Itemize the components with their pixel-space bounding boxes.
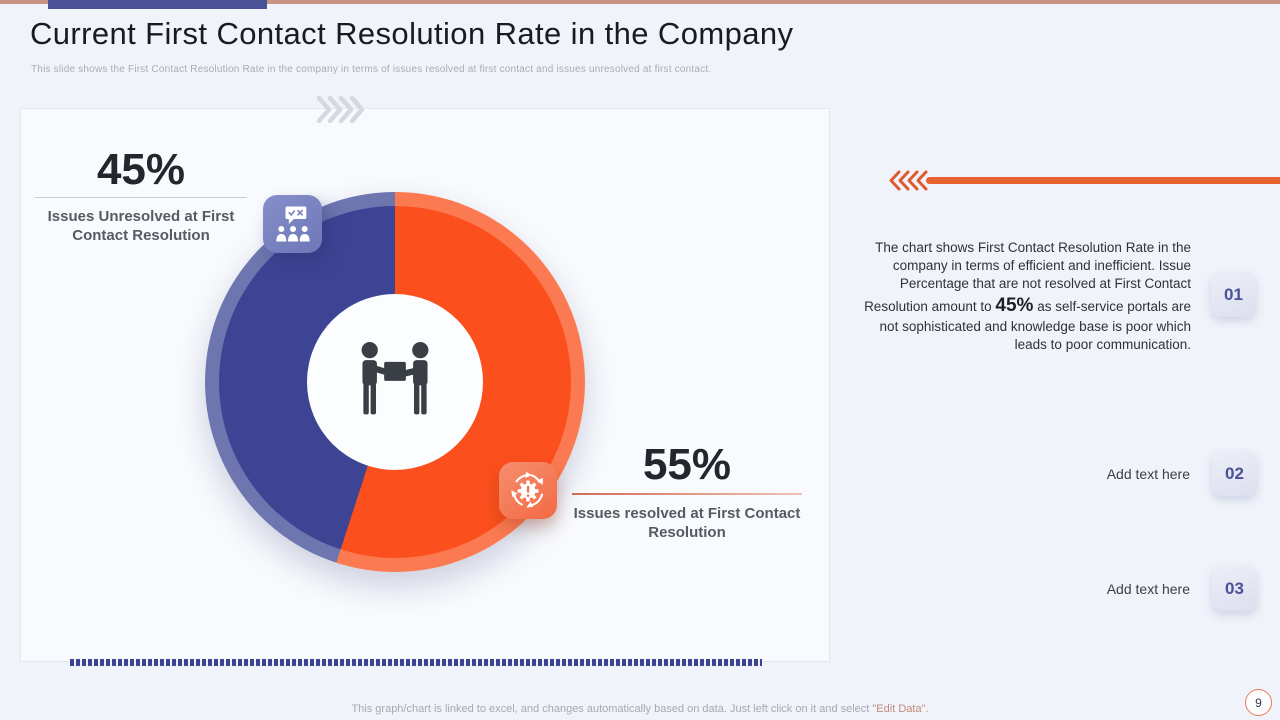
number-badge-01: 01 [1211,272,1256,317]
add-text-placeholder-03[interactable]: Add text here [1106,581,1190,597]
unresolved-label: Issues Unresolved at First Contact Resol… [47,208,235,245]
footer-note: This graph/chart is linked to excel, and… [0,703,1280,715]
dashed-divider [70,659,762,666]
resolved-label: Issues resolved at First Contact Resolut… [573,504,801,541]
number-badge-03: 03 [1212,566,1257,611]
note-paragraph: The chart shows First Contact Resolution… [845,239,1191,354]
callout-unresolved: 45% Issues Unresolved at First Contact R… [35,145,247,245]
note-text-after: as self-service portals are not sophisti… [879,298,1191,353]
top-border-line [0,0,1280,4]
number-badge-02: 02 [1212,451,1257,496]
page-title: Current First Contact Resolution Rate in… [30,16,794,51]
accent-line [926,177,1280,184]
callout-divider [35,197,247,199]
page-subtitle: This slide shows the First Contact Resol… [31,64,712,75]
footer-note-quote: "Edit Data". [872,703,929,715]
callout-resolved: 55% Issues resolved at First Contact Res… [572,440,802,542]
chevron-left-icon [888,170,928,196]
feedback-audience-icon [263,195,322,253]
note-highlight: 45% [995,294,1034,316]
gear-sync-icon [499,462,557,519]
unresolved-percentage: 45% [96,145,186,194]
chevron-right-icon [316,95,365,128]
add-text-placeholder-02[interactable]: Add text here [1106,466,1190,482]
donut-center [307,294,483,470]
resolved-percentage: 55% [642,440,732,489]
callout-divider-orange [572,493,802,495]
note-text-before: The chart shows First Contact Resolution… [864,240,1191,314]
donut-chart[interactable] [205,192,585,572]
footer-note-text: This graph/chart is linked to excel, and… [351,703,873,715]
page-number: 9 [1245,689,1272,716]
people-exchanging-box-icon [348,340,442,425]
top-accent-bar [48,0,267,9]
